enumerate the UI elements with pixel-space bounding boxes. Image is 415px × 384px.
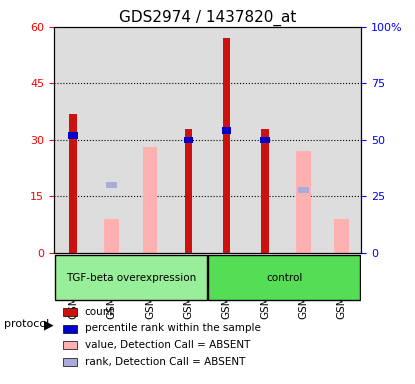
Text: TGF-beta overexpression: TGF-beta overexpression bbox=[66, 273, 196, 283]
Text: count: count bbox=[85, 306, 114, 316]
Bar bbox=[131, 27, 169, 253]
Bar bbox=[185, 129, 192, 253]
Text: control: control bbox=[266, 273, 303, 283]
Bar bbox=[296, 151, 311, 253]
Bar bbox=[323, 27, 361, 253]
Bar bbox=[104, 219, 119, 253]
Title: GDS2974 / 1437820_at: GDS2974 / 1437820_at bbox=[119, 9, 296, 25]
Bar bbox=[298, 187, 309, 193]
Text: rank, Detection Call = ABSENT: rank, Detection Call = ABSENT bbox=[85, 356, 245, 366]
Bar bbox=[261, 129, 269, 253]
Bar bbox=[223, 38, 230, 253]
Bar bbox=[68, 132, 78, 139]
Bar bbox=[69, 114, 77, 253]
Text: value, Detection Call = ABSENT: value, Detection Call = ABSENT bbox=[85, 340, 250, 350]
Bar bbox=[334, 219, 349, 253]
Bar bbox=[208, 27, 246, 253]
Bar bbox=[54, 27, 92, 253]
Bar bbox=[169, 27, 208, 253]
Bar bbox=[183, 137, 193, 143]
Bar bbox=[284, 27, 323, 253]
Bar bbox=[106, 182, 117, 188]
Bar bbox=[63, 308, 77, 316]
Bar bbox=[260, 137, 270, 143]
Bar bbox=[93, 27, 131, 253]
Bar bbox=[222, 127, 232, 134]
Bar bbox=[63, 341, 77, 349]
Text: ▶: ▶ bbox=[44, 318, 53, 331]
Bar bbox=[63, 324, 77, 333]
Text: percentile rank within the sample: percentile rank within the sample bbox=[85, 323, 261, 333]
Bar bbox=[246, 27, 284, 253]
FancyBboxPatch shape bbox=[208, 255, 360, 300]
Text: protocol: protocol bbox=[4, 319, 49, 329]
Bar bbox=[142, 147, 157, 253]
FancyBboxPatch shape bbox=[55, 255, 207, 300]
Bar bbox=[63, 358, 77, 366]
